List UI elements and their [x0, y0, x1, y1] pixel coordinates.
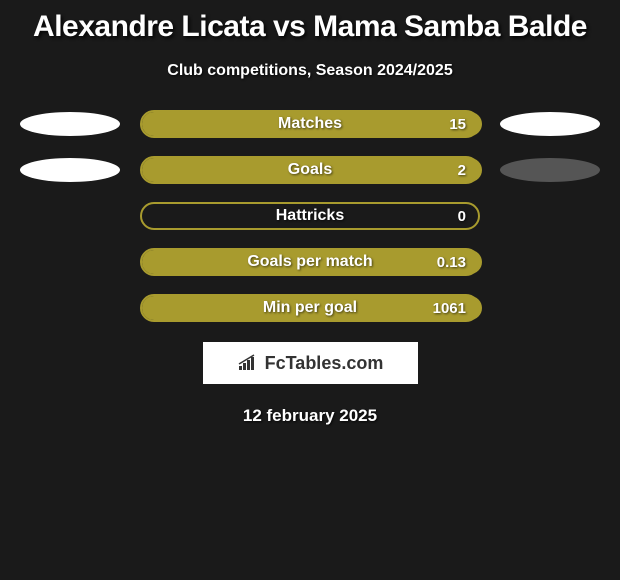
- subtitle: Club competitions, Season 2024/2025: [0, 62, 620, 80]
- chart-icon: [237, 354, 259, 372]
- date-text: 12 february 2025: [0, 406, 620, 426]
- stat-row: Min per goal 1061: [10, 294, 610, 322]
- logo-text: FcTables.com: [265, 353, 384, 374]
- stat-bar: Hattricks 0: [140, 202, 480, 230]
- left-ellipse: [20, 112, 120, 136]
- stat-row: Matches 15: [10, 110, 610, 138]
- stat-label: Min per goal: [263, 299, 357, 317]
- stat-bar: Matches 15: [140, 110, 480, 138]
- stat-row: Goals per match 0.13: [10, 248, 610, 276]
- stat-row: Goals 2: [10, 156, 610, 184]
- left-ellipse: [20, 158, 120, 182]
- stat-value: 0: [458, 208, 466, 225]
- stat-value: 15: [449, 116, 466, 133]
- page-title: Alexandre Licata vs Mama Samba Balde: [0, 0, 620, 44]
- stat-bar: Min per goal 1061: [140, 294, 480, 322]
- branding-logo: FcTables.com: [203, 342, 418, 384]
- stat-label: Goals per match: [247, 253, 372, 271]
- stat-label: Matches: [278, 115, 342, 133]
- right-ellipse: [500, 112, 600, 136]
- stat-row: Hattricks 0: [10, 202, 610, 230]
- stat-bar: Goals 2: [140, 156, 480, 184]
- comparison-chart: Matches 15 Goals 2 Hattricks 0 Goals per match…: [0, 110, 620, 322]
- stat-value: 2: [458, 162, 466, 179]
- stat-label: Hattricks: [276, 207, 344, 225]
- stat-value: 0.13: [437, 254, 466, 271]
- stat-bar: Goals per match 0.13: [140, 248, 480, 276]
- stat-label: Goals: [288, 161, 332, 179]
- right-ellipse: [500, 158, 600, 182]
- stat-value: 1061: [433, 300, 466, 317]
